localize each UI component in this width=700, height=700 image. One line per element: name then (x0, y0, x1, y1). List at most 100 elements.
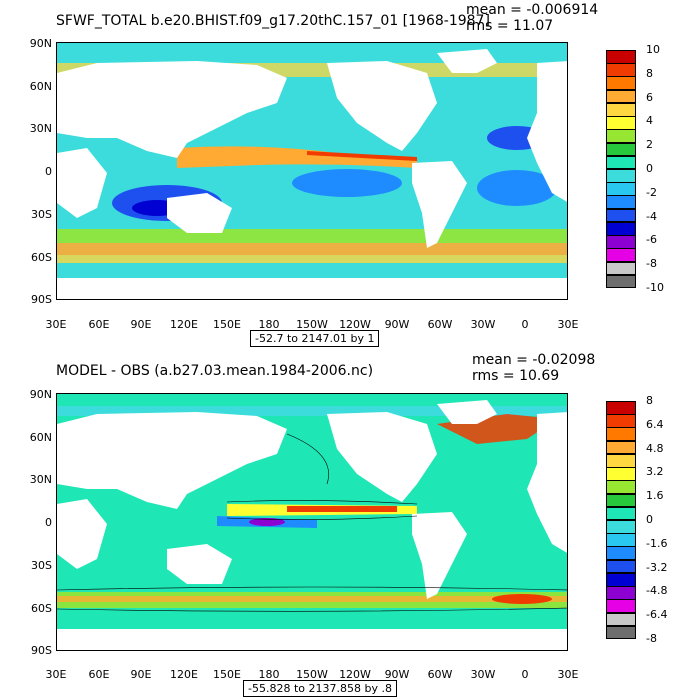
colorbar-swatch (606, 401, 636, 415)
colorbar-swatch (606, 89, 636, 104)
colorbar-swatch (606, 261, 636, 276)
colorbar-label: 2 (646, 138, 653, 152)
south-pacific-low (292, 169, 402, 197)
contour-lines (57, 433, 567, 612)
land-masses (57, 400, 567, 650)
lon-label: 30W (470, 668, 496, 681)
itcz-band (177, 146, 417, 168)
colorbar-swatch (606, 414, 636, 428)
lon-label: 90E (130, 668, 152, 681)
colorbar-swatch (606, 480, 636, 495)
lat-label: 90N (29, 388, 52, 401)
warm-pool-core (249, 518, 285, 526)
lat-label: 90S (31, 293, 52, 306)
colorbar-swatch (606, 50, 636, 64)
mean-value: mean = -0.006914 (466, 2, 599, 18)
colorbar-swatch (606, 102, 636, 117)
lat-label: 30N (29, 473, 52, 486)
colorbar-label: 6 (646, 90, 653, 104)
southern-orange-band (57, 596, 567, 602)
lon-label: 150W (296, 668, 328, 681)
lat-label: 30N (29, 122, 52, 135)
lat-label: 60N (29, 431, 52, 444)
colorbar-swatch (606, 599, 636, 614)
colorbar-swatch (606, 612, 636, 627)
colorbar-label: 1.6 (646, 489, 664, 503)
lon-label: 180 (258, 668, 280, 681)
lon-label: 90E (130, 318, 152, 331)
lon-label: 30E (45, 318, 67, 331)
lat-label: 60N (29, 80, 52, 93)
colorbar-swatch (606, 427, 636, 442)
colorbar: 8 6.4 4.8 3.2 1.6 0 -1.6 -3.2 -4.8 -6.4 -8 (606, 394, 667, 645)
lat-label: 30S (31, 208, 52, 221)
colorbar-label: -8 (646, 257, 657, 271)
colorbar-swatch (606, 453, 636, 468)
colorbar-label: 10 (646, 43, 660, 56)
lon-label: 60E (88, 668, 110, 681)
lon-label: 30E (557, 318, 579, 331)
colorbar-swatch (606, 506, 636, 521)
colorbar-swatch (606, 274, 636, 289)
colorbar-label: -4.8 (646, 584, 668, 598)
world-map (56, 393, 568, 651)
colorbar-label: -8 (646, 632, 657, 645)
lon-label: 120W (339, 318, 371, 331)
colorbar-label: -2 (646, 185, 657, 199)
colorbar-swatch (606, 63, 636, 77)
colorbar-swatch (606, 116, 636, 130)
lon-label: 90W (384, 668, 410, 681)
colorbar-swatch (606, 572, 636, 587)
colorbar-label: -6 (646, 233, 657, 247)
lat-label: 60S (31, 251, 52, 264)
colorbar-label: 6.4 (646, 417, 664, 431)
colorbar-label: -6.4 (646, 608, 668, 622)
southern-green-band (57, 229, 567, 243)
map-title: SFWF_TOTAL b.e20.BHIST.f09_g17.20thC.157… (56, 13, 490, 29)
land-masses (57, 49, 567, 299)
colorbar-swatch (606, 235, 636, 249)
colorbar-swatch (606, 155, 636, 170)
panel-sfwf-total: SFWF_TOTAL b.e20.BHIST.f09_g17.20thC.157… (29, 2, 664, 347)
lon-label: 0 (521, 318, 529, 331)
colorbar-swatch (606, 169, 636, 183)
colorbar-label: -10 (646, 281, 664, 294)
lon-label: 150E (213, 318, 241, 331)
colorbar-swatch (606, 546, 636, 561)
world-map (56, 42, 568, 300)
lon-label: 30E (557, 668, 579, 681)
map-field-svg (57, 394, 567, 650)
colorbar-swatch (606, 520, 636, 534)
lat-label: 60S (31, 602, 52, 615)
lat-label: 90N (29, 37, 52, 50)
colorbar-swatch (606, 533, 636, 547)
lon-label: 30W (470, 318, 496, 331)
colorbar-swatch (606, 248, 636, 263)
lon-label: 120E (170, 668, 198, 681)
colorbar-swatch (606, 142, 636, 157)
panel-model-minus-obs: MODEL - OBS (a.b27.03.mean.1984-2006.nc)… (0, 350, 700, 700)
lat-label: 30S (31, 559, 52, 572)
southern-yellow-band (57, 255, 567, 263)
south-atlantic-low (477, 170, 557, 206)
lon-label: 0 (521, 668, 529, 681)
north-band (57, 406, 567, 416)
lon-label: 60E (88, 318, 110, 331)
colorbar: 10 8 6 4 2 0 -2 -4 -6 -8 -10 (606, 43, 664, 294)
itcz-core (307, 151, 417, 161)
lon-label: 30E (45, 668, 67, 681)
lon-label: 120W (339, 668, 371, 681)
contour-range-label: -52.7 to 2147.01 by 1 (250, 330, 380, 347)
colorbar-swatch (606, 467, 636, 481)
colorbar-swatch (606, 625, 636, 640)
colorbar-label: 0 (646, 162, 653, 175)
colorbar-label: 8 (646, 394, 653, 407)
southern-high (492, 594, 552, 604)
lon-label: 90W (384, 318, 410, 331)
colorbar-label: 4 (646, 114, 653, 128)
colorbar-swatch (606, 559, 636, 574)
colorbar-label: 8 (646, 66, 653, 80)
lon-label: 120E (170, 318, 198, 331)
colorbar-swatch (606, 586, 636, 600)
lon-label: 180 (258, 318, 280, 331)
